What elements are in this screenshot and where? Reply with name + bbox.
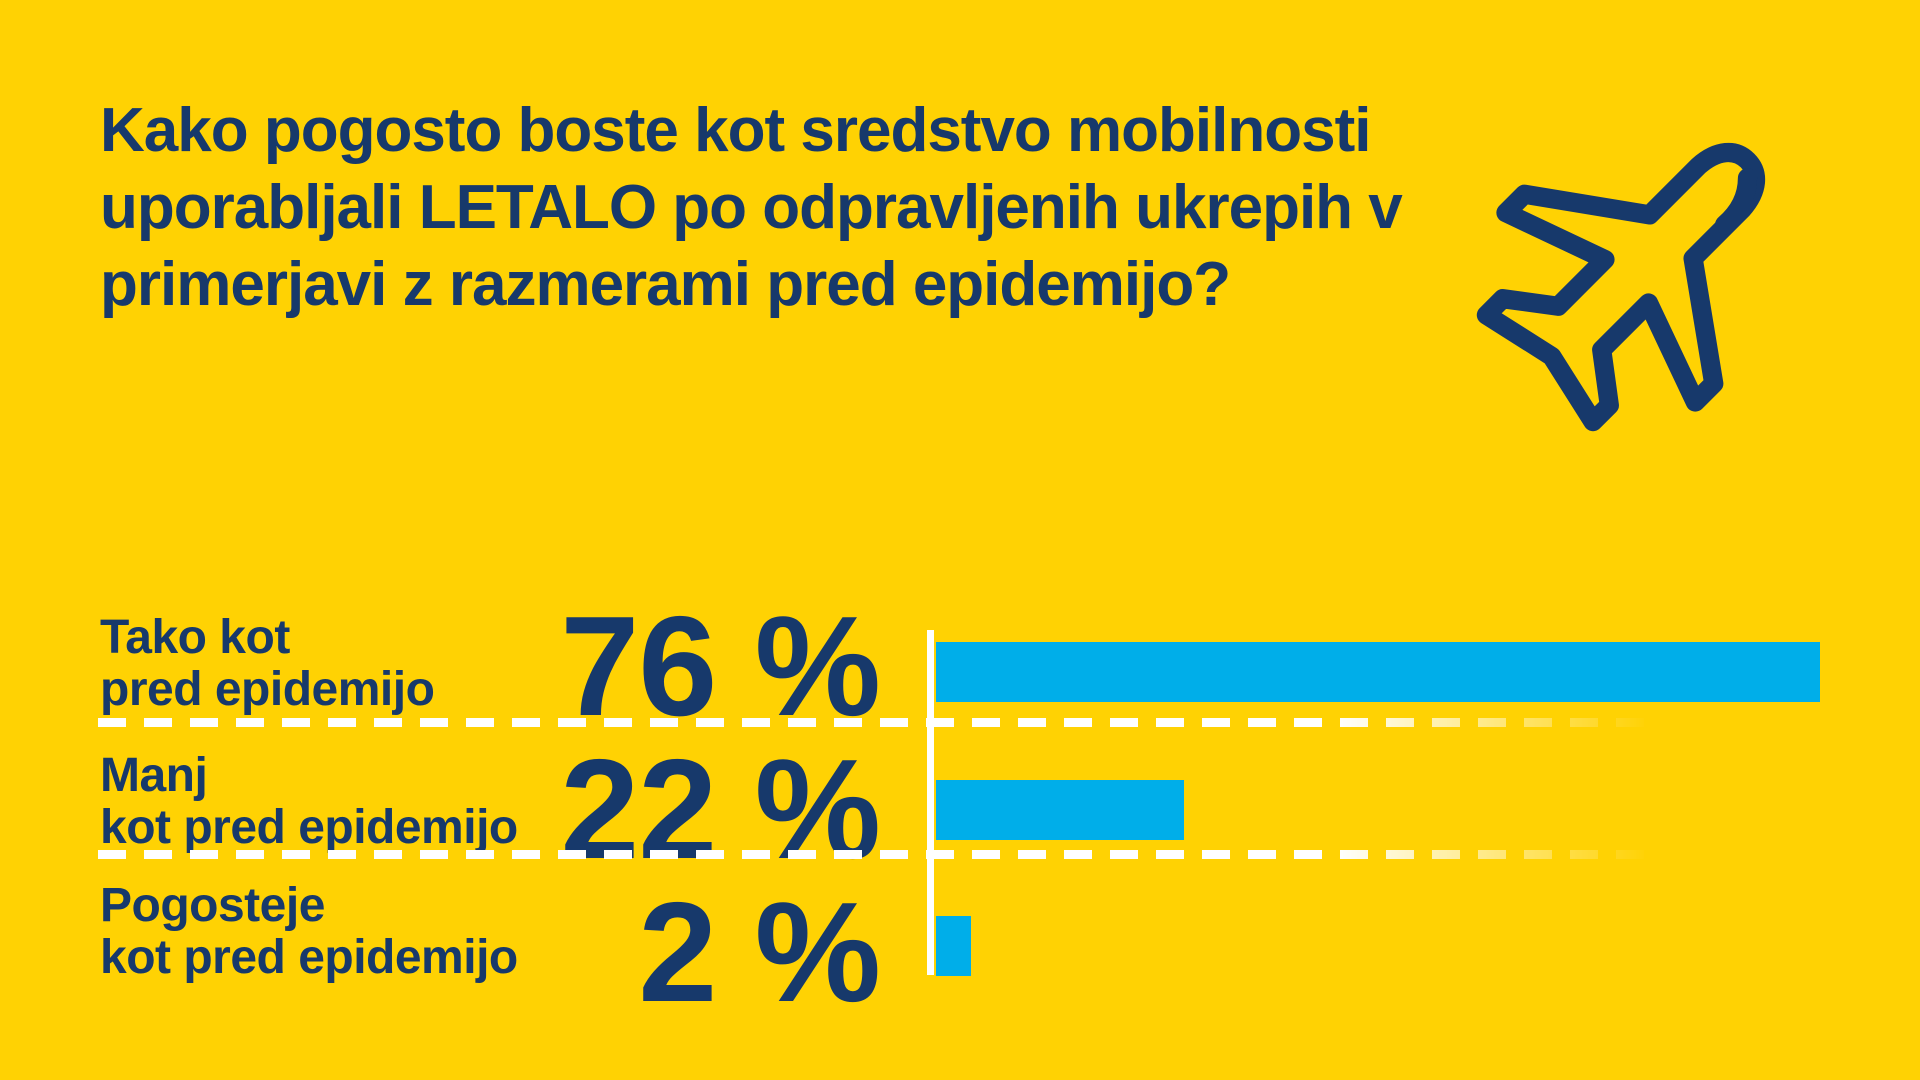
question-title-line-3: primerjavi z razmerami pred epidemijo? [100, 250, 1231, 319]
category-label-tako-kot: Tako kot pred epidemijo [100, 612, 520, 716]
category-label-pogosteje: Pogosteje kot pred epidemijo [100, 880, 520, 984]
value-label-22: 22 % [560, 730, 881, 889]
bar-manj [936, 780, 1184, 840]
chart-axis-baseline [927, 630, 934, 975]
airplane-cockpit-window [1715, 168, 1758, 235]
question-title: Kako pogosto boste kot sredstvo mobilnos… [100, 92, 1403, 323]
category-label-manj: Manj kot pred epidemijo [100, 750, 520, 854]
airplane-icon [1476, 143, 1765, 432]
bar-tako-kot [936, 642, 1820, 702]
category-label-line: Manj [100, 749, 208, 802]
bar-pogosteje [936, 916, 971, 976]
row-separator-dashed-line [98, 718, 1650, 727]
airplane-body-outline [1476, 143, 1765, 432]
category-label-line: pred epidemijo [100, 663, 435, 716]
question-title-line-1: Kako pogosto boste kot sredstvo mobilnos… [100, 96, 1371, 165]
row-separator-dashed-line [98, 850, 1650, 859]
question-title-line-2: uporabljali LETALO po odpravljenih ukrep… [100, 173, 1403, 242]
category-label-line: Pogosteje [100, 879, 325, 932]
category-label-line: kot pred epidemijo [100, 931, 518, 984]
category-label-line: Tako kot [100, 611, 290, 664]
value-label-2: 2 % [638, 873, 881, 1032]
value-label-76: 76 % [560, 587, 881, 746]
category-label-line: kot pred epidemijo [100, 801, 518, 854]
